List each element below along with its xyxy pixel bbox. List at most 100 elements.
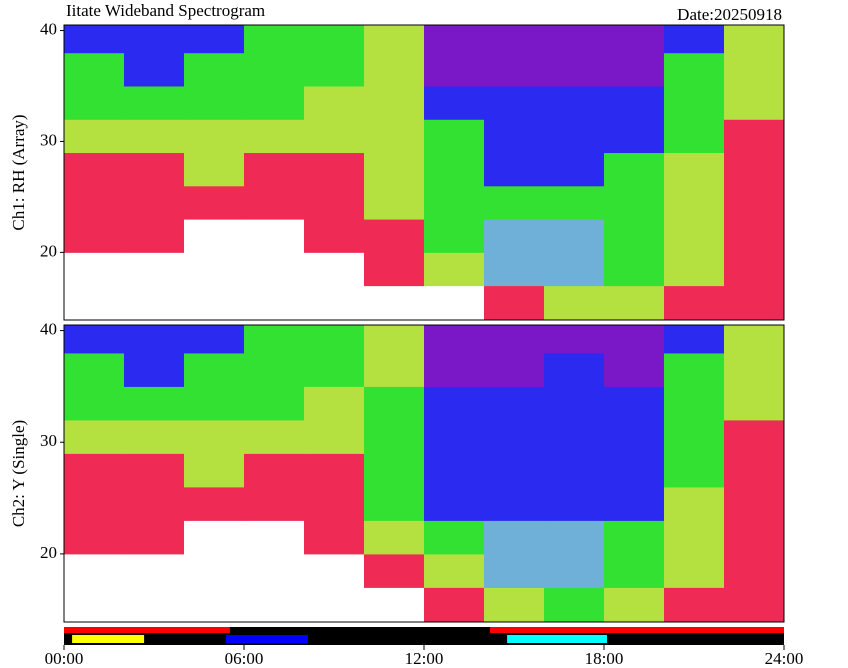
heat-cell: [724, 352, 785, 387]
heat-cell: [364, 119, 425, 154]
heat-cell: [604, 520, 665, 555]
heat-cell: [364, 285, 425, 321]
heat-cell: [544, 285, 605, 321]
heat-cell: [544, 453, 605, 488]
heat-cell: [544, 25, 605, 54]
heat-cell: [424, 219, 485, 253]
heat-cell: [484, 152, 545, 187]
heat-cell: [664, 520, 725, 555]
heat-cell: [544, 386, 605, 421]
heat-cell: [64, 25, 125, 54]
heat-cell: [364, 25, 425, 54]
heat-cell: [664, 587, 725, 623]
heat-cell: [184, 252, 245, 287]
heat-cell: [484, 520, 545, 555]
heat-cell: [64, 119, 125, 154]
heat-cell: [424, 85, 485, 120]
heat-cell: [184, 587, 245, 623]
heat-cell: [544, 219, 605, 253]
y-tick-label: 20: [40, 241, 57, 260]
heat-cell: [124, 352, 185, 387]
heat-cell: [64, 553, 125, 588]
heat-cell: [484, 219, 545, 253]
heat-cell: [604, 252, 665, 287]
heat-cell: [304, 85, 365, 120]
heat-cell: [184, 219, 245, 253]
heat-cell: [364, 486, 425, 521]
heat-cell: [124, 386, 185, 421]
heat-cell: [244, 520, 305, 555]
heat-cell: [484, 325, 545, 354]
heat-cell: [604, 386, 665, 421]
heat-cell: [64, 85, 125, 120]
heat-cell: [124, 185, 185, 220]
heat-cell: [544, 85, 605, 120]
heat-cell: [484, 119, 545, 154]
heat-cell: [604, 553, 665, 588]
heat-cell: [364, 85, 425, 120]
heat-cell: [184, 419, 245, 454]
heat-cell: [544, 185, 605, 220]
heat-cell: [484, 185, 545, 220]
heat-cell: [124, 219, 185, 253]
heat-cell: [244, 325, 305, 354]
y-axis-label: Ch1: RH (Array): [9, 114, 28, 230]
heat-cell: [424, 587, 485, 623]
heat-cell: [64, 52, 125, 87]
heat-cell: [364, 185, 425, 220]
y-tick-label: 30: [40, 431, 57, 450]
heat-cell: [424, 419, 485, 454]
time-band: [490, 627, 784, 633]
heat-cell: [184, 119, 245, 154]
heat-cell: [604, 325, 665, 354]
heat-cell: [124, 486, 185, 521]
heat-cell: [64, 486, 125, 521]
heat-cell: [484, 285, 545, 321]
heat-cell: [244, 185, 305, 220]
heat-cell: [304, 119, 365, 154]
chart-title: Iitate Wideband Spectrogram: [66, 1, 265, 20]
heat-cell: [244, 486, 305, 521]
heat-cell: [124, 553, 185, 588]
heat-cell: [124, 419, 185, 454]
heat-cell: [604, 285, 665, 321]
heat-cell: [604, 486, 665, 521]
heat-cell: [124, 587, 185, 623]
heat-cell: [244, 587, 305, 623]
heat-cell: [604, 52, 665, 87]
heat-cell: [304, 587, 365, 623]
heat-cell: [64, 419, 125, 454]
heat-cell: [604, 352, 665, 387]
heat-cell: [724, 520, 785, 555]
heat-cell: [724, 486, 785, 521]
heat-cell: [304, 52, 365, 87]
y-tick-label: 30: [40, 130, 57, 149]
heat-cell: [424, 252, 485, 287]
heat-cell: [184, 52, 245, 87]
heat-cell: [364, 219, 425, 253]
heat-cell: [664, 419, 725, 454]
heat-cell: [304, 285, 365, 321]
heat-cell: [124, 52, 185, 87]
heat-cell: [244, 85, 305, 120]
heat-cell: [304, 219, 365, 253]
heat-cell: [544, 252, 605, 287]
heat-cell: [364, 386, 425, 421]
heat-cell: [664, 352, 725, 387]
heat-cell: [124, 152, 185, 187]
heat-cell: [304, 486, 365, 521]
heat-cell: [544, 419, 605, 454]
heat-cell: [184, 486, 245, 521]
heat-cell: [64, 252, 125, 287]
x-tick-label: 18:00: [585, 649, 624, 668]
heat-cell: [724, 285, 785, 321]
heat-cell: [364, 52, 425, 87]
heat-cell: [724, 185, 785, 220]
y-axis-label: Ch2: Y (Single): [9, 420, 28, 527]
heat-cell: [424, 152, 485, 187]
heat-cell: [604, 119, 665, 154]
heat-cell: [364, 520, 425, 555]
heat-cell: [64, 453, 125, 488]
heat-cell: [664, 152, 725, 187]
